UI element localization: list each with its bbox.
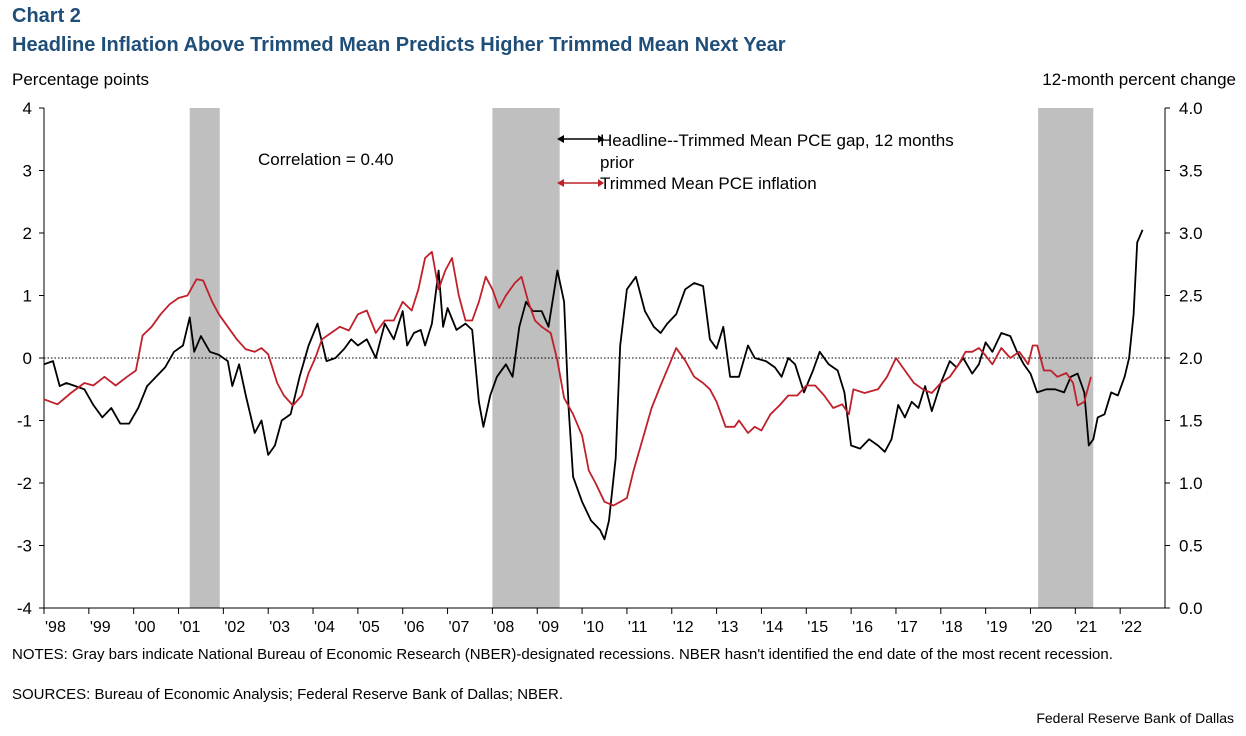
x-tick-label: '10 [583, 619, 604, 636]
x-tick-label: '18 [942, 619, 963, 636]
legend-arrow-icon [557, 135, 564, 143]
x-tick-label: '19 [987, 619, 1008, 636]
notes-text: NOTES: Gray bars indicate National Burea… [12, 646, 1113, 663]
sources-text: SOURCES: Bureau of Economic Analysis; Fe… [12, 686, 564, 703]
headline-gap-line [43, 229, 1144, 541]
right-tick-label: 0.5 [1179, 537, 1203, 556]
x-tick-label: '13 [718, 619, 739, 636]
x-tick-label: '07 [449, 619, 470, 636]
left-tick-label: 2 [23, 224, 32, 243]
left-tick-label: -4 [17, 599, 32, 618]
legend-item-headline-gap: Headline--Trimmed Mean PCE gap, 12 month… [557, 131, 954, 172]
x-tick-label: '00 [135, 619, 156, 636]
correlation-annotation: Correlation = 0.40 [258, 150, 394, 169]
left-tick-label: 3 [23, 162, 32, 181]
legend-arrow-icon [557, 179, 564, 187]
chart-title: Headline Inflation Above Trimmed Mean Pr… [12, 34, 786, 56]
x-tick-label: '14 [762, 619, 783, 636]
trimmed-mean-line [43, 250, 1092, 507]
x-tick-label: '98 [45, 619, 66, 636]
right-tick-label: 1.0 [1179, 474, 1203, 493]
x-tick-label: '08 [493, 619, 514, 636]
x-tick-label: '09 [538, 619, 559, 636]
x-tick-label: '16 [852, 619, 873, 636]
legend-label: prior [600, 153, 634, 172]
x-tick-label: '06 [404, 619, 425, 636]
legend-item-trimmed-mean: Trimmed Mean PCE inflation [557, 174, 817, 193]
x-tick-label: '04 [314, 619, 335, 636]
series [43, 229, 1144, 541]
x-tick-label: '17 [897, 619, 918, 636]
right-tick-label: 3.0 [1179, 224, 1203, 243]
legend-arrow-icon [598, 179, 604, 187]
right-tick-label: 3.5 [1179, 162, 1203, 181]
left-tick-label: -1 [17, 412, 32, 431]
right-tick-label: 2.0 [1179, 349, 1203, 368]
x-tick-label: '15 [807, 619, 828, 636]
x-tick-label: '01 [180, 619, 201, 636]
left-tick-label: -3 [17, 537, 32, 556]
legend-arrow-icon [598, 135, 604, 143]
x-tick-label: '21 [1076, 619, 1097, 636]
right-tick-label: 0.0 [1179, 599, 1203, 618]
right-axis-title: 12-month percent change [1042, 70, 1236, 89]
x-tick-label: '22 [1121, 619, 1142, 636]
chart-number: Chart 2 [12, 5, 81, 27]
credit-text: Federal Reserve Bank of Dallas [1036, 710, 1234, 726]
x-tick-label: '20 [1031, 619, 1052, 636]
recession-bar [189, 108, 220, 608]
legend-label: Trimmed Mean PCE inflation [600, 174, 817, 193]
left-tick-label: -2 [17, 474, 32, 493]
x-tick-label: '11 [628, 619, 648, 636]
recession-bar [492, 108, 560, 608]
axes: 4 3 2 1 0 -1 -2 -3 -4 4.0 3.5 3.0 2.5 2.0 1.5 1.0 0.5 0.0… [17, 99, 1203, 636]
x-tick-label: '02 [224, 619, 245, 636]
left-tick-label: 0 [23, 349, 32, 368]
x-tick-label: '03 [269, 619, 290, 636]
left-tick-label: 1 [23, 287, 32, 306]
legend-label: Headline--Trimmed Mean PCE gap, 12 month… [600, 131, 954, 150]
right-tick-label: 2.5 [1179, 287, 1203, 306]
x-tick-label: '05 [359, 619, 380, 636]
x-tick-label: '12 [673, 619, 694, 636]
left-tick-label: 4 [23, 99, 32, 118]
left-axis-title: Percentage points [12, 70, 150, 89]
x-tick-label: '99 [90, 619, 111, 636]
labels: Correlation = 0.40 Headline--Trimmed Mean… [258, 131, 954, 193]
right-tick-label: 1.5 [1179, 412, 1203, 431]
right-tick-label: 4.0 [1179, 99, 1203, 118]
